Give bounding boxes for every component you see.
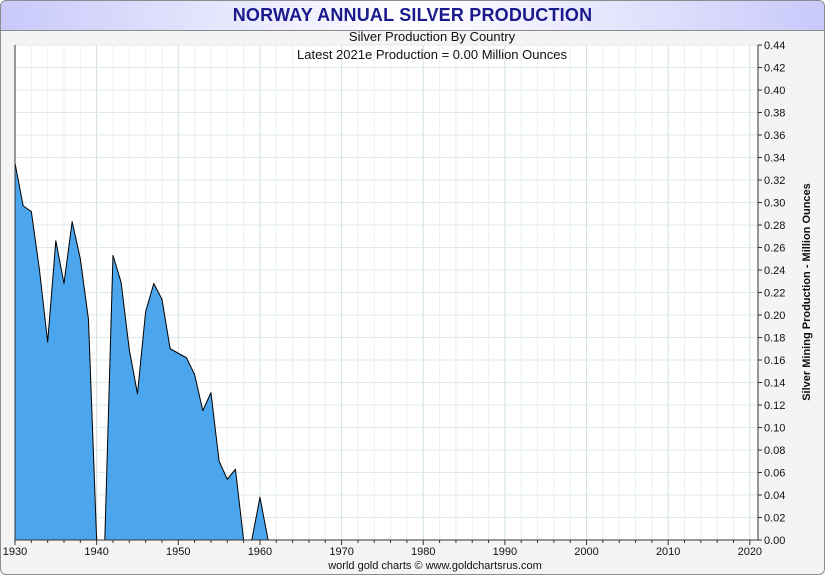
title-bar: NORWAY ANNUAL SILVER PRODUCTION bbox=[1, 1, 824, 31]
y-tick-label: 0.10 bbox=[764, 423, 785, 435]
chart-credit: world gold charts © www.goldchartsrus.co… bbox=[327, 560, 542, 572]
y-tick-label: 0.14 bbox=[764, 378, 785, 390]
chart-subtitle: Silver Production By Country bbox=[349, 29, 516, 44]
y-tick-label: 0.44 bbox=[764, 40, 785, 52]
y-tick-label: 0.42 bbox=[764, 63, 785, 75]
x-tick-label: 1950 bbox=[166, 546, 190, 558]
y-tick-label: 0.24 bbox=[764, 265, 785, 277]
y-tick-label: 0.00 bbox=[764, 535, 785, 547]
x-tick-label: 1970 bbox=[329, 546, 353, 558]
y-tick-label: 0.22 bbox=[764, 288, 785, 300]
y-tick-label: 0.26 bbox=[764, 243, 785, 255]
x-tick-label: 2000 bbox=[574, 546, 598, 558]
x-tick-label: 1990 bbox=[493, 546, 517, 558]
x-tick-label: 2020 bbox=[738, 546, 762, 558]
y-axis-label: Silver Mining Production - Million Ounce… bbox=[801, 183, 813, 401]
y-tick-label: 0.04 bbox=[764, 490, 785, 502]
x-tick-label: 1930 bbox=[3, 546, 27, 558]
y-tick-label: 0.12 bbox=[764, 400, 785, 412]
y-tick-label: 0.36 bbox=[764, 130, 785, 142]
x-tick-label: 1960 bbox=[248, 546, 272, 558]
chart-title: NORWAY ANNUAL SILVER PRODUCTION bbox=[232, 5, 593, 25]
y-tick-label: 0.08 bbox=[764, 445, 785, 457]
production-area bbox=[14, 162, 269, 541]
y-tick-label: 0.02 bbox=[764, 513, 785, 525]
y-tick-label: 0.30 bbox=[764, 198, 785, 210]
x-tick-label: 1940 bbox=[84, 546, 108, 558]
y-tick-label: 0.06 bbox=[764, 468, 785, 480]
y-axis-ticks: 0.00 0.02 0.04 0.06 0.08 0.10 0.12 0.14 0.16 0.18… bbox=[758, 40, 785, 547]
y-tick-label: 0.40 bbox=[764, 85, 785, 97]
latest-production-note: Latest 2021e Production = 0.00 Million O… bbox=[297, 47, 567, 62]
y-tick-label: 0.38 bbox=[764, 108, 785, 120]
x-tick-label: 2010 bbox=[656, 546, 680, 558]
x-tick-label: 1980 bbox=[411, 546, 435, 558]
y-tick-label: 0.34 bbox=[764, 153, 785, 165]
x-axis-ticks: 1930 1940 1950 1960 1970 1980 1990 2000 2010 2020 bbox=[3, 540, 762, 558]
y-tick-label: 0.18 bbox=[764, 333, 785, 345]
y-tick-label: 0.16 bbox=[764, 355, 785, 367]
y-tick-label: 0.32 bbox=[764, 175, 785, 187]
y-tick-label: 0.28 bbox=[764, 220, 785, 232]
y-tick-label: 0.20 bbox=[764, 310, 785, 322]
